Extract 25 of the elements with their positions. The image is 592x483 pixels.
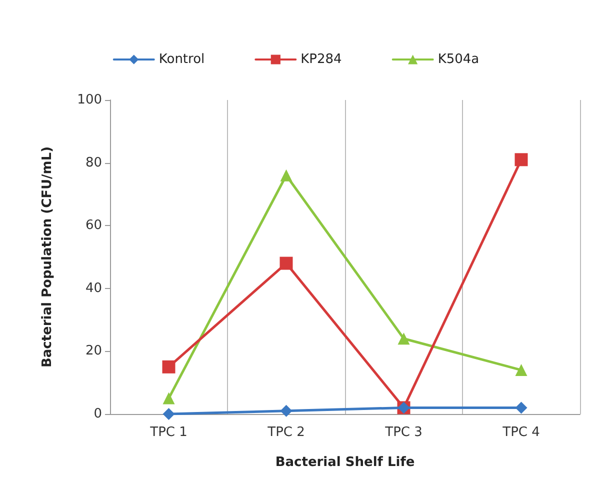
point bbox=[162, 408, 175, 420]
legend-label: Kontrol bbox=[158, 52, 205, 67]
point bbox=[162, 360, 176, 374]
x-tick-label: TPC 2 bbox=[266, 425, 305, 440]
x-tick-label: TPC 3 bbox=[384, 425, 422, 440]
point bbox=[515, 364, 528, 376]
x-tick-label: TPC 1 bbox=[149, 425, 188, 440]
x-axis-title: Bacterial Shelf Life bbox=[275, 455, 415, 470]
y-tick-label: 60 bbox=[85, 218, 102, 234]
y-tick-label: 0 bbox=[94, 406, 102, 422]
point bbox=[514, 153, 528, 166]
point bbox=[280, 169, 292, 182]
point bbox=[515, 402, 528, 414]
y-axis-title: Bacterial Population (CFU/mL) bbox=[40, 146, 55, 368]
y-tick-label: 100 bbox=[77, 92, 102, 108]
point bbox=[280, 256, 293, 270]
legend-label: KP284 bbox=[300, 52, 342, 67]
y-tick-label: 20 bbox=[85, 344, 102, 359]
y-tick-label: 80 bbox=[85, 155, 102, 170]
point bbox=[398, 332, 410, 345]
x-tick-label: TPC 4 bbox=[502, 425, 540, 440]
point bbox=[280, 404, 292, 417]
y-tick-label: 40 bbox=[85, 280, 102, 296]
point bbox=[162, 392, 175, 404]
legend-label: K504a bbox=[438, 52, 480, 67]
